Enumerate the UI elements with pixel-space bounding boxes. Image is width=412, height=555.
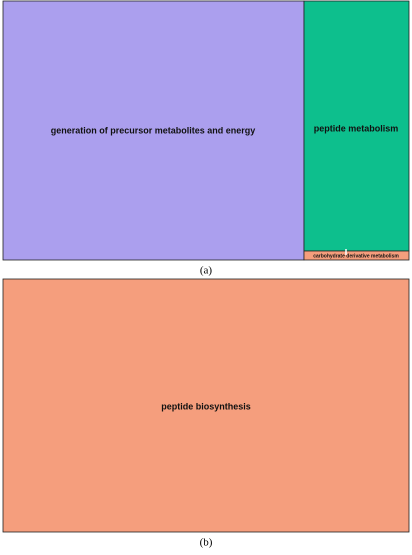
tile-label: peptide biosynthesis xyxy=(161,401,251,411)
tile-label: peptide metabolism xyxy=(314,123,399,133)
treemap-tile xyxy=(303,250,410,261)
caption: (b) xyxy=(200,537,213,549)
tile-label: carbohydrate derivative metabolism xyxy=(313,253,399,259)
treemap-tile xyxy=(2,0,305,261)
treemap-tile xyxy=(2,278,410,533)
panel-b: peptide biosynthesis (b) xyxy=(2,278,410,549)
panel-a: generation of precursor metabolites and … xyxy=(2,0,410,277)
tile-label: generation of precursor metabolites and … xyxy=(51,125,256,135)
caption: (a) xyxy=(200,265,213,277)
treemap-tile xyxy=(303,0,410,252)
